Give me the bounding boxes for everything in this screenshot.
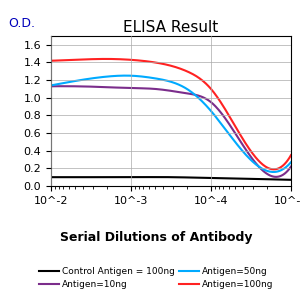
Text: O.D.: O.D. xyxy=(8,17,35,30)
Legend: Control Antigen = 100ng, Antigen=10ng, Antigen=50ng, Antigen=100ng: Control Antigen = 100ng, Antigen=10ng, A… xyxy=(35,264,277,292)
Title: ELISA Result: ELISA Result xyxy=(123,20,219,35)
Text: Serial Dilutions of Antibody: Serial Dilutions of Antibody xyxy=(60,232,252,244)
